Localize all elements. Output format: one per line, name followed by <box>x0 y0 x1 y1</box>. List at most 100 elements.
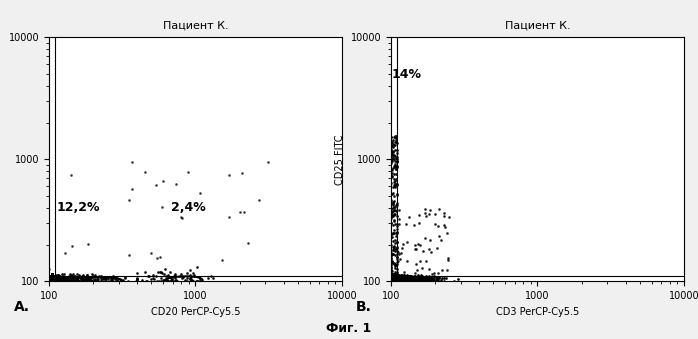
Point <box>68 275 79 280</box>
Point <box>43 275 54 280</box>
Point <box>392 278 403 284</box>
Point <box>403 279 414 284</box>
Point <box>403 275 415 280</box>
Point <box>385 278 396 284</box>
Point <box>394 278 405 283</box>
Point <box>385 252 396 257</box>
Point <box>408 279 419 284</box>
Point <box>47 274 59 279</box>
Point <box>65 273 76 278</box>
Point <box>151 255 163 260</box>
Point <box>389 162 401 167</box>
Point <box>49 278 60 284</box>
Point <box>46 279 57 284</box>
Point <box>46 279 57 284</box>
Point <box>387 244 399 249</box>
Point <box>77 273 89 278</box>
Point <box>389 278 400 283</box>
Point <box>50 278 61 283</box>
Point <box>47 275 59 281</box>
Point <box>47 274 58 279</box>
Point <box>390 274 401 280</box>
Point <box>391 138 402 143</box>
Point <box>385 279 396 284</box>
Title: Пациент К.: Пациент К. <box>505 21 570 31</box>
Point <box>46 276 57 282</box>
Point <box>46 277 57 282</box>
Point <box>86 279 97 284</box>
Point <box>82 279 94 284</box>
Point <box>389 277 401 283</box>
Point <box>389 152 400 157</box>
Point <box>45 274 56 279</box>
Point <box>389 279 400 284</box>
Point <box>385 277 396 282</box>
Point <box>387 156 399 162</box>
Point <box>392 275 403 280</box>
Point <box>385 274 396 279</box>
Point <box>58 278 69 283</box>
Point <box>65 276 76 281</box>
Point <box>389 263 400 269</box>
Point <box>50 274 61 279</box>
Point <box>385 274 396 280</box>
Point <box>391 277 402 283</box>
Point <box>387 279 398 284</box>
Point <box>46 273 57 278</box>
Point <box>171 279 182 284</box>
Point <box>389 275 401 280</box>
Point <box>46 276 57 281</box>
Point <box>388 279 399 284</box>
Point <box>46 274 57 279</box>
Point <box>46 278 57 283</box>
Point <box>46 276 57 281</box>
Point <box>84 276 95 281</box>
Point <box>47 277 58 282</box>
Point <box>59 271 70 277</box>
Point <box>77 277 88 283</box>
Point <box>422 276 433 281</box>
Point <box>387 275 398 281</box>
Point <box>43 276 54 281</box>
Point <box>390 274 401 280</box>
Point <box>385 279 396 284</box>
Point <box>397 275 408 280</box>
Point <box>46 278 57 283</box>
Point <box>396 273 408 279</box>
Point <box>68 279 80 284</box>
Point <box>61 275 73 280</box>
Point <box>43 274 54 279</box>
Point <box>385 274 396 279</box>
Point <box>392 274 403 279</box>
Point <box>77 274 89 280</box>
Point <box>46 273 57 279</box>
Point <box>388 276 399 281</box>
Point <box>388 279 399 284</box>
Point <box>74 272 85 278</box>
Point <box>47 279 59 284</box>
Point <box>385 276 396 281</box>
Point <box>54 275 65 280</box>
Point <box>399 275 410 280</box>
Point <box>385 276 396 281</box>
Point <box>392 279 403 284</box>
Point <box>43 277 54 283</box>
Point <box>47 274 58 279</box>
Point <box>396 245 408 250</box>
Point <box>154 254 165 260</box>
Point <box>147 272 158 278</box>
Point <box>46 277 57 282</box>
Point <box>175 214 186 220</box>
Point <box>385 276 396 282</box>
Point <box>44 277 55 282</box>
Point <box>46 277 57 283</box>
Point <box>397 275 408 280</box>
Point <box>79 277 90 282</box>
Point <box>385 279 396 284</box>
Point <box>385 275 396 280</box>
Point <box>408 222 419 228</box>
Point <box>50 279 61 284</box>
Point <box>389 277 400 282</box>
Point <box>385 274 396 279</box>
Point <box>387 231 399 236</box>
